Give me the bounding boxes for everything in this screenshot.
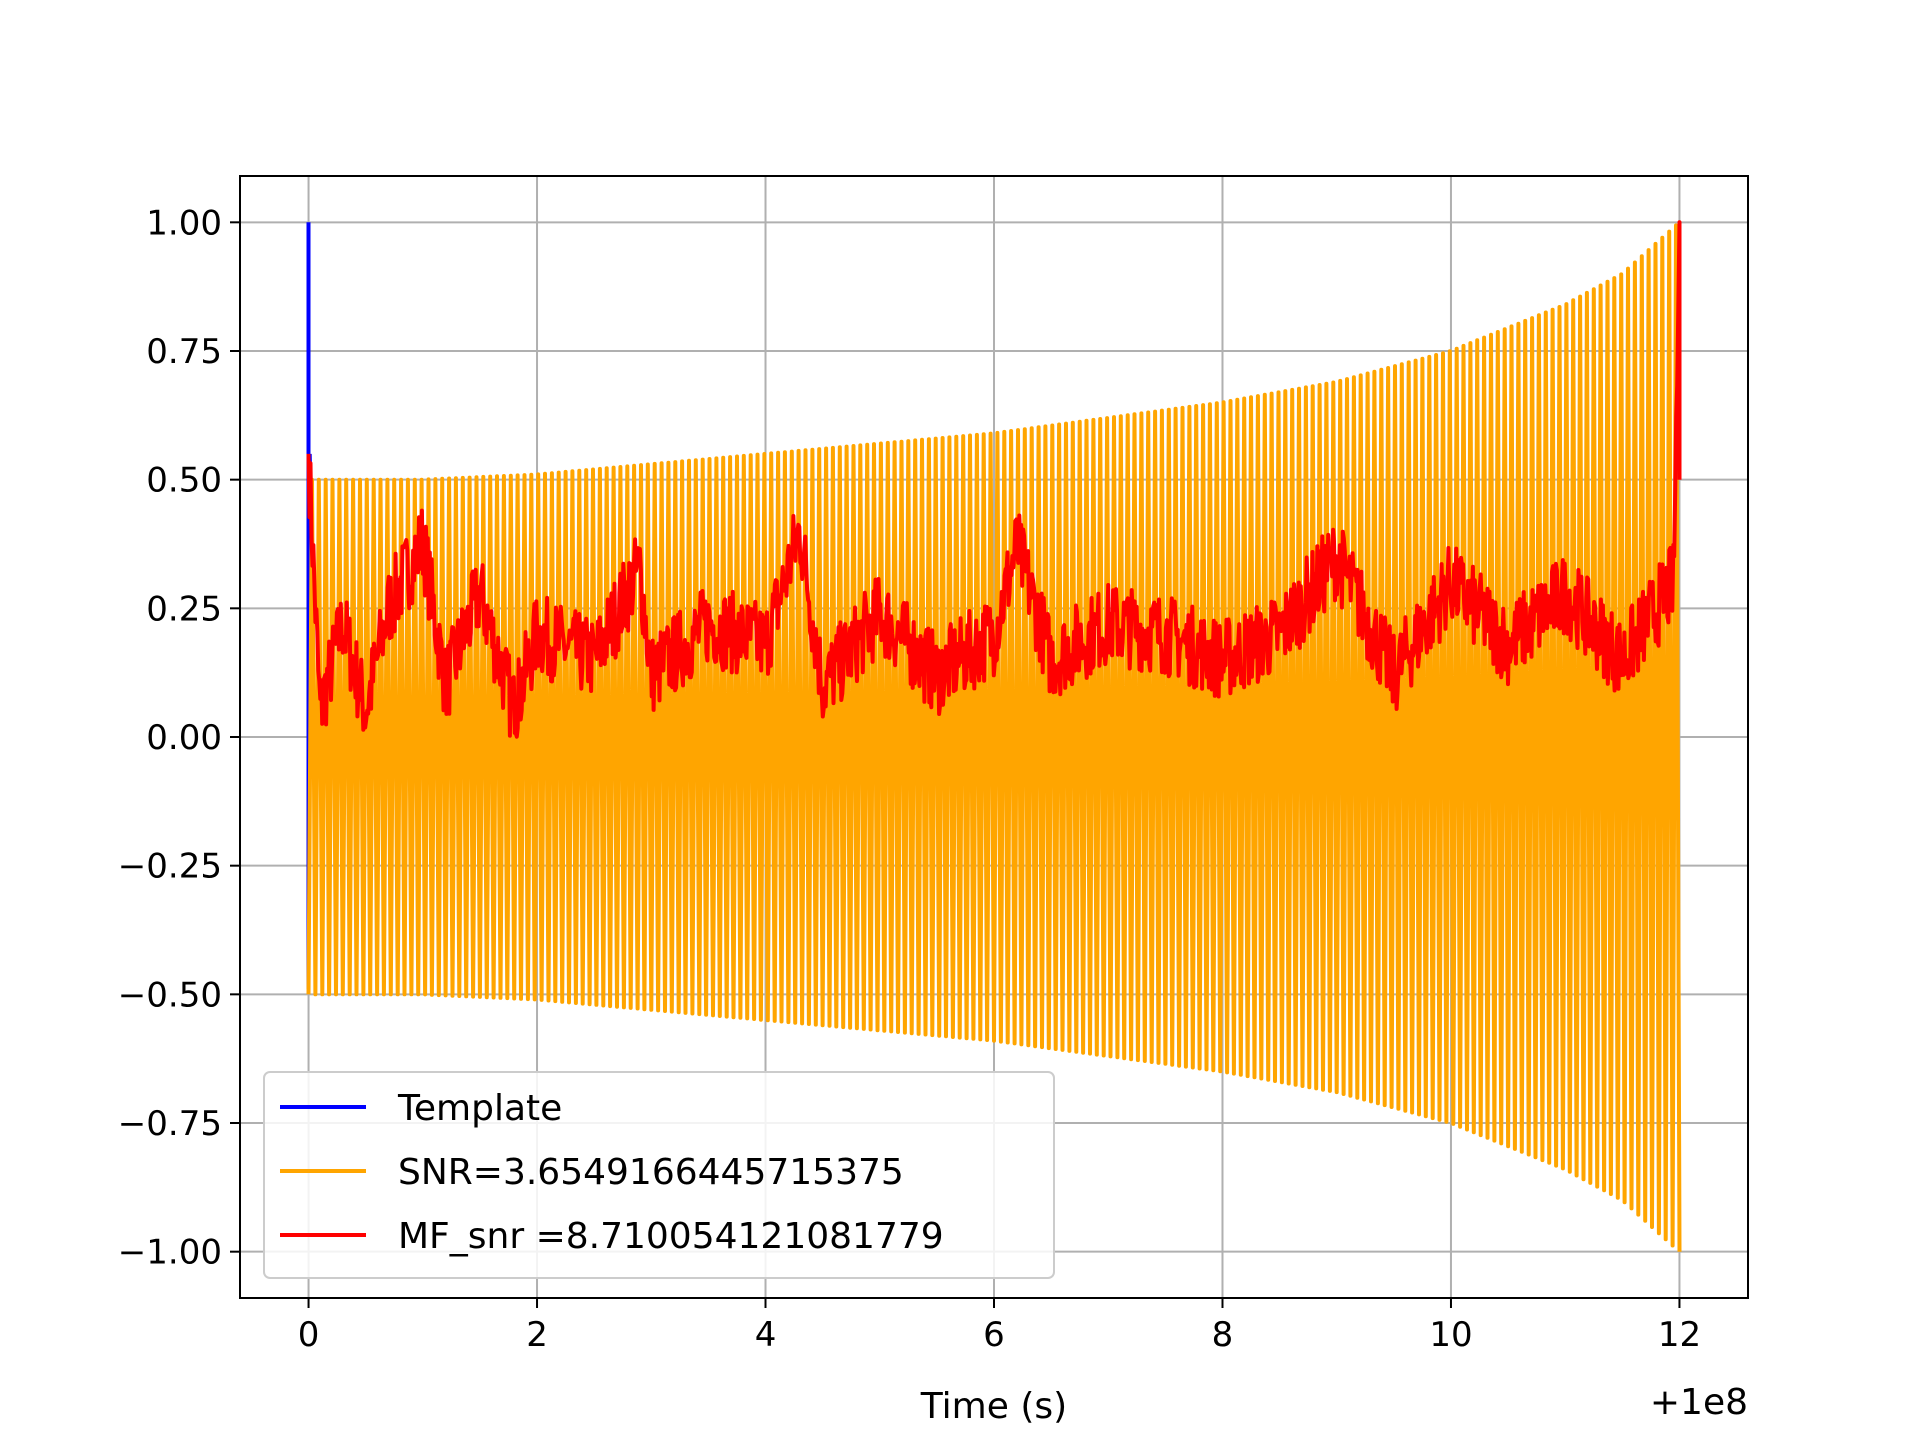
y-tick-label: −0.75 <box>118 1104 222 1144</box>
legend-label-template: Template <box>397 1088 562 1129</box>
x-tick-label: 4 <box>755 1315 777 1355</box>
y-tick-label: 1.00 <box>146 203 222 243</box>
x-tick-label: 6 <box>983 1315 1005 1355</box>
legend-label-snr: SNR=3.6549166445715375 <box>398 1152 904 1193</box>
legend-label-mf-snr: MF_snr =8.710054121081779 <box>398 1216 944 1257</box>
legend: Template SNR=3.6549166445715375 MF_snr =… <box>263 1071 1055 1279</box>
x-tick-label: 8 <box>1212 1315 1234 1355</box>
x-tick-label: 12 <box>1658 1315 1701 1355</box>
x-tick-label: 0 <box>298 1315 320 1355</box>
y-tick-label: 0.50 <box>146 461 222 501</box>
x-tick-label: 10 <box>1429 1315 1472 1355</box>
x-axis-label: Time (s) <box>920 1386 1067 1427</box>
y-tick-label: −0.50 <box>118 975 222 1015</box>
legend-box <box>263 1071 1055 1279</box>
x-axis-offset-label: +1e8 <box>1650 1382 1748 1423</box>
y-tick-label: 0.25 <box>146 589 222 629</box>
y-tick-label: −1.00 <box>118 1233 222 1273</box>
x-axis-ticks: 0 2 4 6 8 10 12 <box>298 1298 1701 1355</box>
y-tick-label: 0.00 <box>146 718 222 758</box>
plot-series <box>306 220 1682 1252</box>
x-tick-label: 2 <box>526 1315 548 1355</box>
series-mf-snr-line <box>306 220 1682 739</box>
y-tick-label: 0.75 <box>146 332 222 372</box>
y-tick-label: −0.25 <box>118 847 222 887</box>
y-axis-ticks: 1.00 0.75 0.50 0.25 0.00 −0.25 −0.50 −0.75 −1.00 <box>118 203 240 1273</box>
